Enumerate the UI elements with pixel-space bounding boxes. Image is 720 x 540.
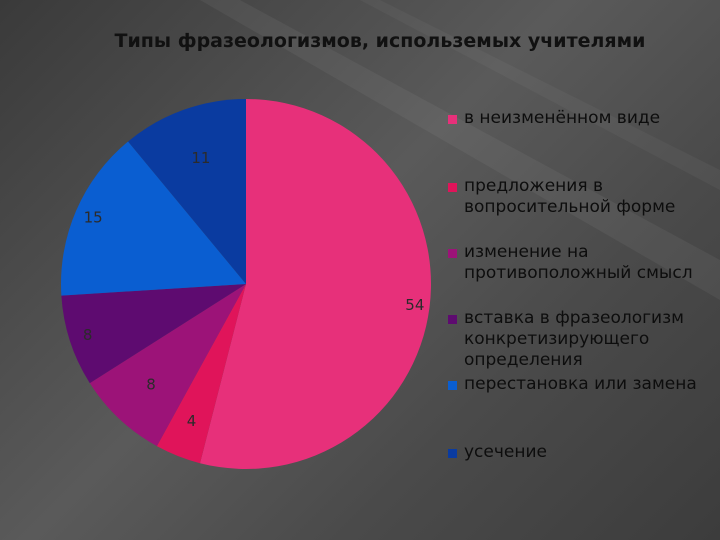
legend-label: предложения в вопросительной форме bbox=[464, 176, 676, 217]
legend-label: усечение bbox=[464, 442, 547, 462]
data-label-6: 11 bbox=[191, 149, 210, 167]
data-label-4: 8 bbox=[83, 326, 93, 344]
legend-label: перестановка или замена bbox=[464, 374, 697, 394]
legend-swatch bbox=[448, 449, 457, 458]
pie-slice-1 bbox=[199, 99, 431, 469]
legend-label: вставка в фразеологизм конкретизирующего… bbox=[464, 308, 684, 370]
legend-label: изменение на противоположный смысл bbox=[464, 242, 693, 283]
pie-slices bbox=[61, 99, 431, 469]
data-label-2: 4 bbox=[187, 412, 197, 430]
pie-data-labels: 54 4 8 8 15 11 bbox=[83, 149, 425, 430]
pie-slice-4 bbox=[61, 284, 247, 384]
legend-swatch bbox=[448, 115, 457, 124]
data-label-5: 15 bbox=[84, 208, 103, 226]
legend-swatch bbox=[448, 315, 457, 324]
legend-swatch bbox=[448, 183, 457, 192]
data-label-1: 54 bbox=[405, 296, 424, 314]
data-label-3: 8 bbox=[146, 376, 156, 394]
pie-slice-5 bbox=[61, 141, 246, 296]
pie-slice-3 bbox=[89, 284, 246, 447]
legend-swatch bbox=[448, 249, 457, 258]
pie-slice-6 bbox=[128, 99, 246, 284]
chart-title: Типы фразеологизмов, использемых учителя… bbox=[114, 30, 646, 52]
legend-label: в неизменённом виде bbox=[464, 108, 661, 128]
pie-slice-2 bbox=[156, 284, 246, 464]
legend-swatch bbox=[448, 381, 457, 390]
